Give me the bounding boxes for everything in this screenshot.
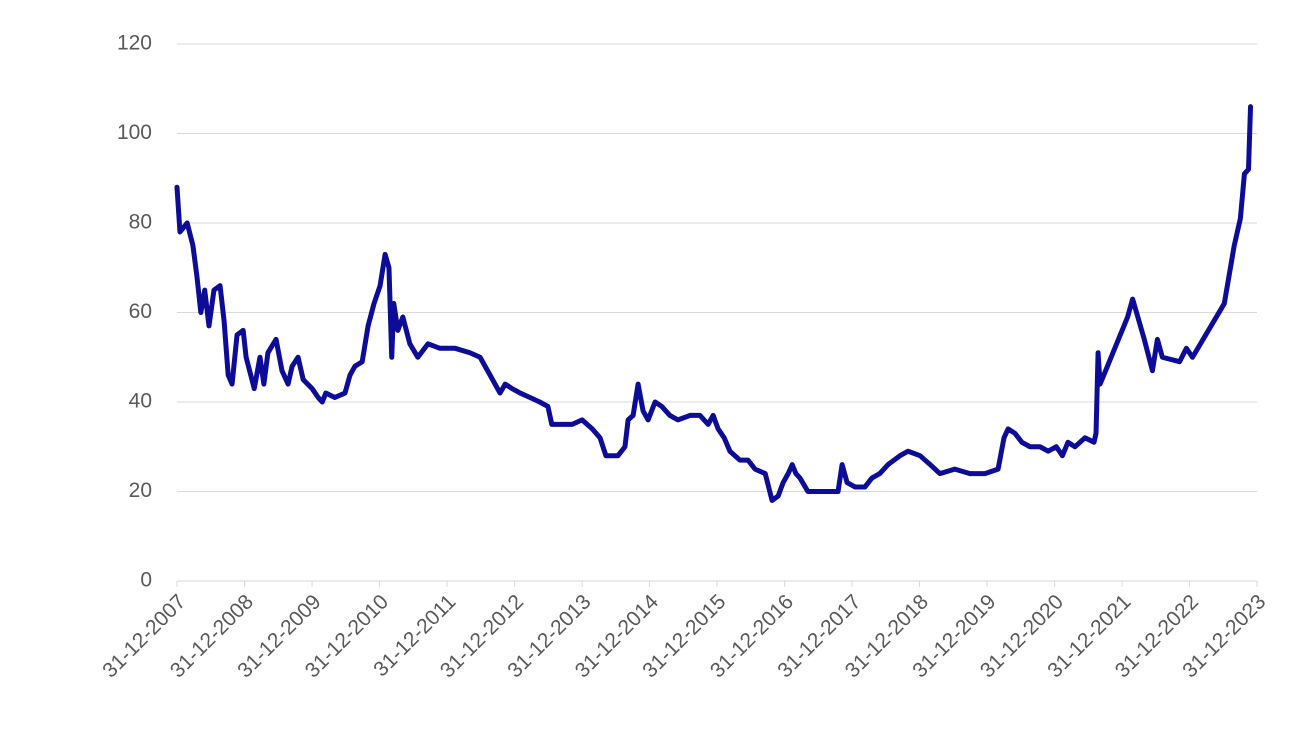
y-tick-label: 120 [117, 32, 152, 55]
y-tick-label: 60 [129, 300, 152, 323]
y-tick-label: 80 [129, 211, 152, 234]
y-tick-label: 0 [140, 569, 152, 592]
y-tick-label: 20 [129, 479, 152, 502]
y-tick-label: 40 [129, 390, 152, 413]
data-line [174, 104, 1254, 503]
y-tick-label: 100 [117, 121, 152, 144]
